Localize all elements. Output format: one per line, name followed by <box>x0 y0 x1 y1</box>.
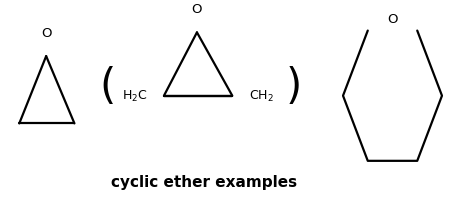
Text: O: O <box>41 27 51 40</box>
Text: O: O <box>387 13 398 26</box>
Text: ): ) <box>285 65 301 107</box>
Text: H$_2$C: H$_2$C <box>122 89 147 104</box>
Text: (: ( <box>99 65 116 107</box>
Text: O: O <box>191 3 202 16</box>
Text: CH$_2$: CH$_2$ <box>249 89 273 104</box>
Text: cyclic ether examples: cyclic ether examples <box>111 174 297 189</box>
